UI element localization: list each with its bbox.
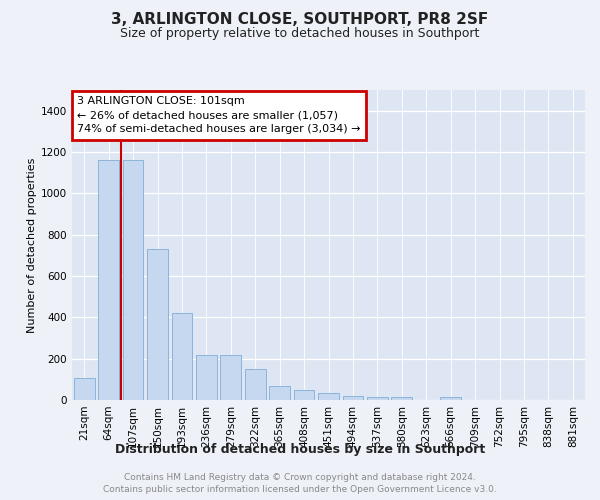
Bar	[98, 160, 119, 400]
Bar	[343, 396, 364, 400]
Bar	[367, 397, 388, 400]
Bar	[293, 390, 314, 400]
Bar	[74, 378, 95, 400]
Bar	[318, 393, 339, 400]
Text: 3 ARLINGTON CLOSE: 101sqm
← 26% of detached houses are smaller (1,057)
74% of se: 3 ARLINGTON CLOSE: 101sqm ← 26% of detac…	[77, 96, 361, 134]
Bar	[245, 369, 266, 400]
Text: Contains public sector information licensed under the Open Government Licence v3: Contains public sector information licen…	[103, 485, 497, 494]
Bar	[147, 249, 168, 400]
Bar	[196, 354, 217, 400]
Text: 3, ARLINGTON CLOSE, SOUTHPORT, PR8 2SF: 3, ARLINGTON CLOSE, SOUTHPORT, PR8 2SF	[112, 12, 488, 28]
Bar	[269, 386, 290, 400]
Text: Size of property relative to detached houses in Southport: Size of property relative to detached ho…	[121, 28, 479, 40]
Bar	[220, 354, 241, 400]
Y-axis label: Number of detached properties: Number of detached properties	[27, 158, 37, 332]
Bar	[172, 313, 193, 400]
Bar	[391, 397, 412, 400]
Text: Contains HM Land Registry data © Crown copyright and database right 2024.: Contains HM Land Registry data © Crown c…	[124, 472, 476, 482]
Bar	[440, 397, 461, 400]
Text: Distribution of detached houses by size in Southport: Distribution of detached houses by size …	[115, 442, 485, 456]
Bar	[122, 160, 143, 400]
